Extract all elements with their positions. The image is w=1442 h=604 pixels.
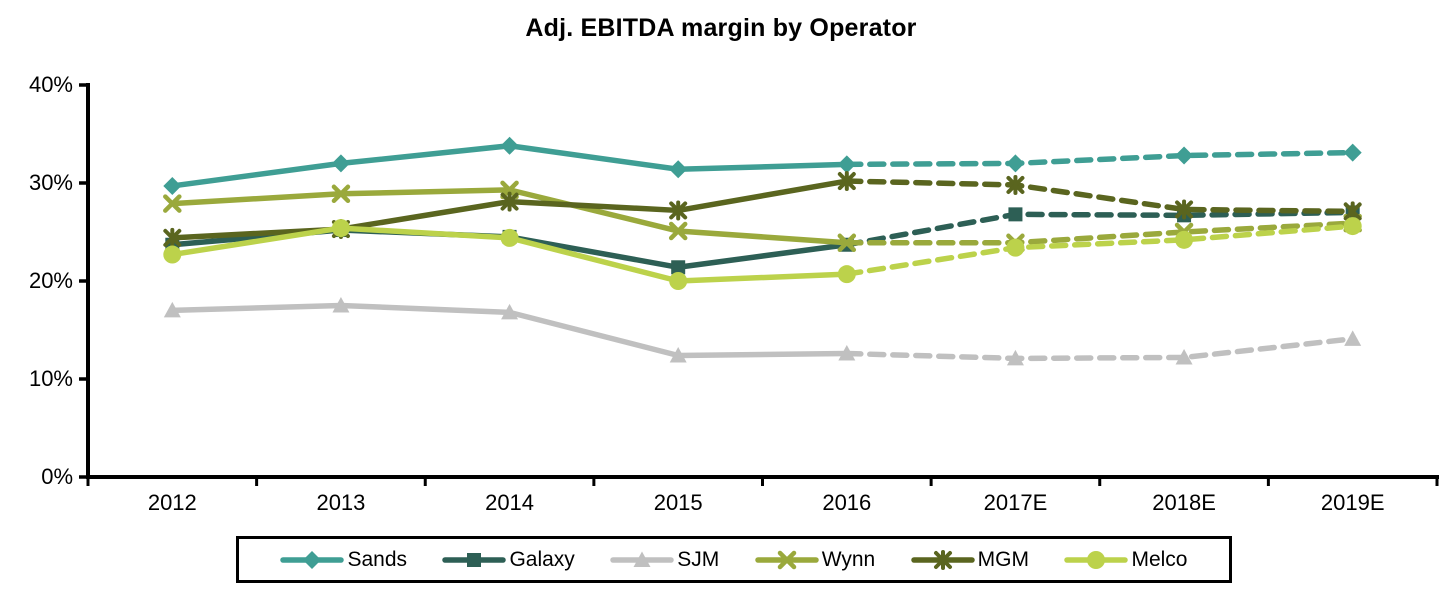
legend-label: Melco: [1131, 547, 1188, 571]
x-tick-label: 2019E: [1321, 490, 1385, 515]
chart-title: Adj. EBITDA margin by Operator: [525, 14, 917, 42]
legend-item-sjm: SJM: [610, 548, 719, 572]
marker-circle: [331, 219, 350, 238]
marker-diamond: [1175, 146, 1194, 165]
marker-triangle: [1344, 330, 1362, 346]
x-tick-label: 2013: [316, 490, 365, 515]
marker-diamond: [669, 160, 688, 179]
legend-label: MGM: [977, 547, 1029, 571]
legend-item-galaxy: Galaxy: [442, 547, 575, 572]
line-dashed-forecast: [844, 178, 1356, 215]
marker-asterisk: [1343, 201, 1362, 222]
x-tick-label: 2014: [485, 490, 534, 515]
legend-label: Wynn: [821, 547, 876, 571]
marker-circle: [837, 265, 856, 284]
marker-diamond: [1006, 154, 1025, 173]
marker-diamond: [1343, 143, 1362, 162]
marker-asterisk: [669, 200, 688, 221]
x-tick-label: 2018E: [1152, 490, 1216, 515]
line-dashed-forecast: [844, 220, 1356, 246]
marker-triangle: [633, 551, 651, 567]
marker-square: [671, 260, 686, 275]
legend-item-melco: Melco: [1064, 548, 1187, 572]
x-tick-label: 2015: [654, 490, 703, 515]
line-dashed-forecast: [844, 223, 1356, 277]
marker-asterisk: [1006, 174, 1025, 195]
legend-marker-x-icon: [754, 550, 819, 569]
marker-diamond: [331, 154, 350, 173]
marker-square: [1008, 207, 1023, 222]
marker-circle: [1175, 230, 1194, 249]
legend-item-mgm: MGM: [910, 547, 1029, 572]
legend-marker-square-icon: [442, 552, 507, 567]
marker-x: [163, 194, 182, 213]
marker-x: [777, 550, 796, 569]
y-tick-label: 10%: [29, 366, 73, 391]
marker-triangle: [163, 301, 181, 318]
x-tick-label: 2017E: [984, 490, 1048, 515]
legend-item-sands: Sands: [280, 548, 407, 572]
marker-triangle: [1175, 348, 1193, 365]
y-tick-label: 30%: [29, 170, 73, 195]
marker-triangle: [1006, 349, 1024, 366]
marker-asterisk: [500, 191, 519, 212]
series-sands: [163, 136, 1362, 195]
y-tick-label: 0%: [41, 464, 73, 489]
marker-asterisk: [933, 549, 952, 570]
line-dashed-forecast: [844, 209, 1356, 248]
marker-circle: [1006, 238, 1025, 257]
marker-diamond: [163, 176, 182, 195]
marker-circle: [163, 245, 182, 264]
y-tick-label: 40%: [29, 72, 73, 97]
y-tick-label: 20%: [29, 268, 73, 293]
legend-marker-diamond-icon: [280, 550, 345, 569]
marker-circle: [669, 272, 688, 290]
marker-circle: [500, 228, 519, 247]
marker-circle: [1087, 550, 1106, 569]
marker-triangle: [501, 303, 519, 320]
series-melco: [163, 217, 1362, 290]
marker-diamond: [303, 550, 322, 569]
marker-x: [837, 233, 857, 253]
marker-x: [668, 221, 688, 241]
x-tick-label: 2012: [148, 490, 197, 515]
marker-triangle: [332, 297, 350, 313]
marker-triangle: [669, 346, 687, 363]
x-tick-label: 2016: [822, 490, 871, 515]
legend-marker-circle-icon: [1064, 550, 1129, 569]
legend-marker-triangle-icon: [610, 551, 675, 567]
legend-item-wynn: Wynn: [754, 547, 876, 572]
series-sjm: [163, 297, 1362, 366]
marker-asterisk: [1175, 199, 1194, 220]
marker-diamond: [837, 155, 856, 174]
line-dashed-forecast: [844, 149, 1356, 168]
marker-x: [331, 184, 351, 204]
legend-label: Galaxy: [509, 547, 575, 571]
legend-marker-asterisk-icon: [910, 549, 975, 570]
legend-label: SJM: [677, 547, 720, 571]
chart-legend: Sands Galaxy SJM Wynn MGM Melco: [236, 536, 1232, 583]
marker-square: [467, 552, 482, 567]
line-dashed-forecast: [844, 336, 1356, 362]
marker-triangle: [838, 345, 856, 361]
marker-asterisk: [163, 227, 182, 248]
marker-circle: [1343, 217, 1362, 236]
series-mgm: [163, 171, 1362, 248]
marker-asterisk: [837, 171, 856, 192]
marker-diamond: [500, 136, 519, 155]
legend-label: Sands: [347, 547, 407, 571]
